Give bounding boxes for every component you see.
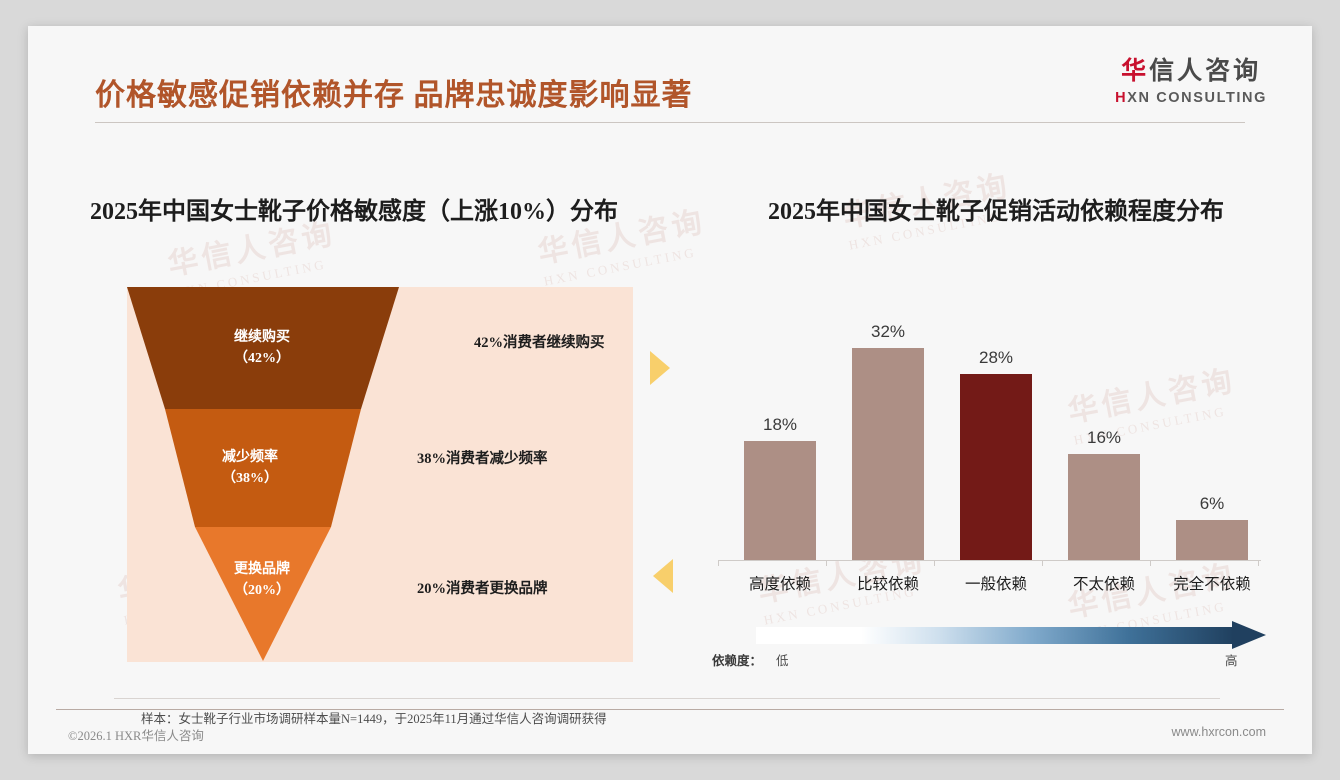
axis-tick <box>1042 560 1043 566</box>
bar-rect[interactable] <box>960 374 1032 560</box>
triangle-left-icon <box>653 559 673 593</box>
bar-value-label: 6% <box>1199 494 1225 513</box>
watermark-line2: HXN CONSULTING <box>542 244 698 289</box>
bar-category-label: 高度依赖 <box>748 576 811 593</box>
funnel-segment-value: （38%） <box>222 471 278 486</box>
axis-tick <box>826 560 827 566</box>
bar-column[interactable]: 6% <box>1156 494 1268 560</box>
funnel-segment-0 <box>127 287 399 409</box>
bar-value-label: 32% <box>870 322 906 341</box>
footer-divider <box>56 709 1284 710</box>
bar-column[interactable]: 18% <box>724 415 836 560</box>
funnel-label-1: 减少频率 （38%） <box>195 447 305 489</box>
bar-column[interactable]: 16% <box>1048 428 1160 560</box>
funnel-shape <box>127 287 399 661</box>
gradient-arrow <box>756 621 1268 649</box>
bar-chart: 18% 32% 28% 16% 6% 高度依赖 比较依赖 一般依赖 不太依赖 完全不依赖 <box>712 294 1268 594</box>
bar-rect[interactable] <box>1176 520 1248 560</box>
funnel-annotation-2: 20%消费者更换品牌 <box>417 581 548 597</box>
legend-title: 依赖度： <box>712 654 763 668</box>
funnel-segment-name: 减少频率 <box>222 450 278 465</box>
page-title: 价格敏感促销依赖并存 品牌忠诚度影响显著 <box>95 79 693 112</box>
gradient-arrowhead-icon <box>1232 621 1266 649</box>
header-divider <box>95 122 1245 123</box>
footer-website: www.hxrcon.com <box>1171 725 1266 739</box>
logo-letter-h: H <box>1115 90 1128 106</box>
bar-value-label: 28% <box>978 348 1014 367</box>
left-chart-heading: 2025年中国女士靴子价格敏感度（上涨10%）分布 <box>90 199 618 225</box>
bar-chart-axis <box>718 560 1261 561</box>
axis-tick <box>934 560 935 566</box>
triangle-right-icon <box>650 351 670 385</box>
logo-chinese-text: 华信人咨询 <box>1115 59 1267 84</box>
dependency-gradient-legend: 依赖度： 低 高 <box>712 621 1268 678</box>
bar-category-label: 一般依赖 <box>964 576 1027 593</box>
funnel-segment-1 <box>165 409 361 527</box>
funnel-segment-value: （20%） <box>234 583 290 598</box>
bar-category-label: 比较依赖 <box>856 576 919 593</box>
funnel-label-0: 继续购买 （42%） <box>207 327 317 369</box>
funnel-annotation-0: 42%消费者继续购买 <box>474 335 605 351</box>
bar-rect[interactable] <box>852 348 924 560</box>
axis-tick <box>718 560 719 566</box>
bar-value-label: 18% <box>762 415 798 434</box>
bar-category-label: 不太依赖 <box>1072 576 1135 593</box>
legend-high-label: 高 <box>1225 654 1238 668</box>
funnel-segment-value: （42%） <box>234 351 290 366</box>
bar-column[interactable]: 28% <box>940 348 1052 560</box>
funnel-segment-name: 更换品牌 <box>234 562 290 577</box>
bar-value-label: 16% <box>1086 428 1122 447</box>
logo-chinese-rest: 信人咨询 <box>1149 58 1262 85</box>
footer-copyright: ©2026.1 HXR华信人咨询 <box>68 729 204 743</box>
logo-english-rest: XN CONSULTING <box>1127 90 1267 106</box>
right-chart-heading: 2025年中国女士靴子促销活动依赖程度分布 <box>768 199 1224 225</box>
gradient-bar <box>756 627 1234 644</box>
logo-english-text: HXN CONSULTING <box>1115 91 1267 106</box>
bar-rect[interactable] <box>744 441 816 560</box>
slide-footer: ©2026.1 HXR华信人咨询 www.hxrcon.com <box>28 709 1312 754</box>
note-divider <box>114 698 1220 699</box>
bar-category-label: 完全不依赖 <box>1173 576 1251 593</box>
slide-card: 价格敏感促销依赖并存 品牌忠诚度影响显著 华信人咨询 HXN CONSULTIN… <box>28 26 1312 754</box>
legend-low-label: 低 <box>776 654 789 668</box>
funnel-label-2: 更换品牌 （20%） <box>207 559 317 601</box>
funnel-chart: 继续购买 （42%） 减少频率 （38%） 更换品牌 （20%） 42%消费者继续购买… <box>127 287 633 662</box>
axis-tick <box>1150 560 1151 566</box>
slide-header: 价格敏感促销依赖并存 品牌忠诚度影响显著 华信人咨询 HXN CONSULTIN… <box>28 26 1312 123</box>
funnel-segment-2 <box>195 527 331 661</box>
bar-column[interactable]: 32% <box>832 322 944 560</box>
funnel-annotation-1: 38%消费者减少频率 <box>417 451 548 467</box>
company-logo: 华信人咨询 HXN CONSULTING <box>1115 59 1267 106</box>
sample-note: 样本：女士靴子行业市场调研样本量N=1449，于2025年11月通过华信人咨询调… <box>141 712 607 726</box>
bar-rect[interactable] <box>1068 454 1140 560</box>
funnel-segment-name: 继续购买 <box>234 330 290 345</box>
axis-tick <box>1258 560 1259 566</box>
logo-char-hua: 华 <box>1121 58 1150 85</box>
